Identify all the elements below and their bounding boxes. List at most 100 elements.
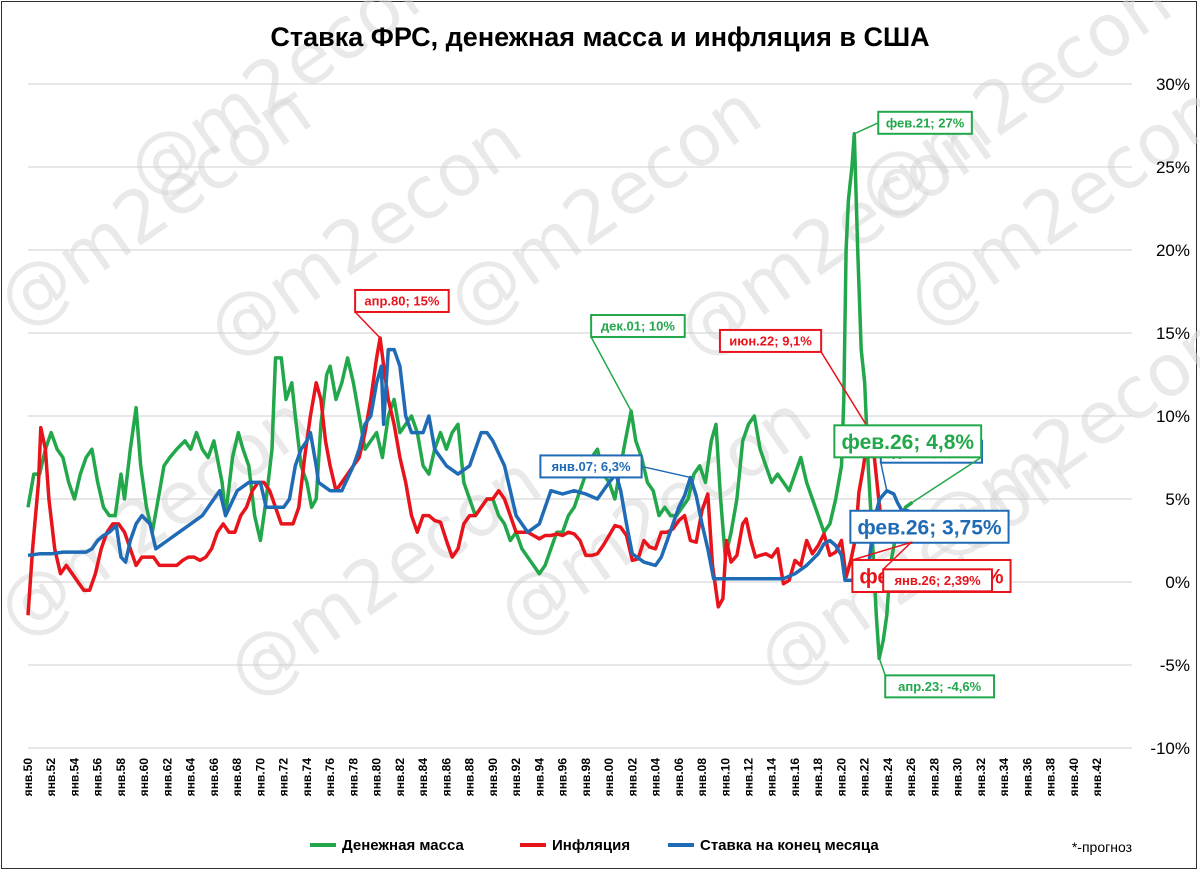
annotation-label: июн.22; 9,1% (729, 334, 812, 349)
annotation-label: фев.26; 3,75% (857, 516, 1002, 539)
annotation-label: янв.26; 2,39% (894, 573, 981, 588)
annotation-leader (641, 465, 691, 479)
x-tick-label: янв.08 (695, 758, 709, 797)
x-tick-label: янв.74 (300, 758, 314, 797)
annotation-box (849, 509, 1010, 544)
x-tick-label: янв.38 (1044, 758, 1058, 797)
annotation-leader (852, 541, 913, 561)
annotation-leader (878, 658, 886, 676)
legend-label: Инфляция (552, 837, 630, 854)
x-tick-label: янв.88 (463, 758, 477, 797)
x-tick-label: янв.86 (439, 758, 453, 797)
annotation-box (354, 288, 450, 313)
legend-label: Денежная масса (342, 837, 464, 854)
chart-title: Ставка ФРС, денежная масса и инфляция в … (270, 22, 929, 52)
annotation-leader (354, 311, 381, 339)
annotation-label: апр.23; -4,6% (898, 679, 981, 694)
x-tick-label: янв.00 (602, 758, 616, 797)
y-axis-ticks: -10% -5% 0% 5% 10% 15% 20% 25% 30% (1150, 75, 1190, 758)
annotation-box (877, 110, 973, 135)
annotation-leader (853, 122, 879, 135)
y-tick-label: 15% (1156, 324, 1190, 343)
annotation-label: апр.80; 15% (364, 294, 439, 309)
x-tick-label: янв.62 (160, 758, 174, 797)
x-tick-label: янв.68 (230, 758, 244, 797)
x-tick-label: янв.72 (277, 758, 291, 797)
x-axis-ticks: янв.50 янв.52 янв.54 янв.56 янв.58 янв.60 янв.… (21, 758, 1104, 797)
x-tick-label: янв.82 (393, 758, 407, 797)
x-tick-label: янв.40 (1067, 758, 1081, 797)
x-tick-label: янв.10 (718, 758, 732, 797)
y-tick-label: 0% (1165, 573, 1190, 592)
x-tick-label: янв.22 (858, 758, 872, 797)
x-tick-label: янв.70 (253, 758, 267, 797)
annotation-leader (820, 351, 871, 432)
y-tick-label: -5% (1160, 656, 1190, 675)
x-tick-label: янв.56 (91, 758, 105, 797)
annotation-leader (880, 462, 888, 491)
x-tick-label: янв.20 (834, 758, 848, 797)
x-tick-label: янв.28 (927, 758, 941, 797)
annotation-box (718, 328, 823, 353)
annotation-leader (882, 541, 912, 570)
annotation-box (884, 674, 996, 699)
watermark-layer: @m2econ@m2econ@m2econ@m2econ@m2econ@m2ec… (0, 0, 1200, 714)
y-tick-label: 10% (1156, 407, 1190, 426)
annotation-leader (590, 336, 632, 412)
y-tick-label: 30% (1156, 75, 1190, 94)
x-tick-label: янв.52 (44, 758, 58, 797)
x-tick-label: янв.12 (742, 758, 756, 797)
annotation-box (882, 568, 994, 593)
annotation-label: фев.21; 27% (886, 115, 965, 130)
x-tick-label: янв.92 (509, 758, 523, 797)
x-tick-label: янв.30 (951, 758, 965, 797)
x-tick-label: янв.66 (207, 758, 221, 797)
annotation-label: янв.07; 6,3% (551, 459, 631, 474)
x-tick-label: янв.04 (649, 758, 663, 797)
x-tick-label: янв.84 (416, 758, 430, 797)
x-tick-label: янв.02 (625, 758, 639, 797)
annotation-label: дек.01; 10% (601, 319, 675, 334)
annotation-box (833, 424, 983, 459)
x-tick-label: янв.34 (997, 758, 1011, 797)
x-tick-label: янв.32 (974, 758, 988, 797)
y-tick-label: 25% (1156, 158, 1190, 177)
x-tick-label: янв.16 (788, 758, 802, 797)
x-tick-label: янв.58 (114, 758, 128, 797)
x-tick-label: янв.14 (765, 758, 779, 797)
legend: Денежная масса Инфляция Ставка на конец ме… (310, 837, 879, 854)
y-tick-label: -10% (1150, 739, 1190, 758)
x-tick-label: янв.18 (811, 758, 825, 797)
x-tick-label: янв.78 (346, 758, 360, 797)
grid-lines (28, 83, 1132, 749)
x-tick-label: янв.06 (672, 758, 686, 797)
x-tick-label: янв.76 (323, 758, 337, 797)
annotation-label: фев.26; 4,8% (841, 431, 974, 454)
forecast-note: *-прогноз (1072, 839, 1132, 855)
annotation-box (539, 454, 643, 479)
x-tick-label: янв.60 (137, 758, 151, 797)
x-tick-label: янв.50 (21, 758, 35, 797)
annotation-leader (911, 456, 982, 503)
y-tick-label: 5% (1165, 490, 1190, 509)
series-line (26, 336, 913, 616)
x-tick-label: янв.26 (904, 758, 918, 797)
x-tick-label: янв.54 (67, 758, 81, 797)
x-tick-label: янв.24 (881, 758, 895, 797)
legend-label: Ставка на конец месяца (700, 837, 879, 854)
x-tick-label: янв.98 (579, 758, 593, 797)
series-line (27, 347, 914, 583)
x-tick-label: янв.94 (532, 758, 546, 797)
y-tick-label: 20% (1156, 241, 1190, 260)
series-lines (26, 132, 914, 661)
x-tick-label: янв.90 (486, 758, 500, 797)
x-tick-label: янв.80 (370, 758, 384, 797)
x-tick-label: янв.36 (1020, 758, 1034, 797)
x-tick-label: янв.96 (556, 758, 570, 797)
annotation-box (590, 314, 686, 339)
annotations: апр.80; 15% дек.01; 10% янв.07; 6,3% июн.22… (354, 110, 1012, 699)
x-tick-label: янв.42 (1090, 758, 1104, 797)
x-tick-label: янв.64 (184, 758, 198, 797)
